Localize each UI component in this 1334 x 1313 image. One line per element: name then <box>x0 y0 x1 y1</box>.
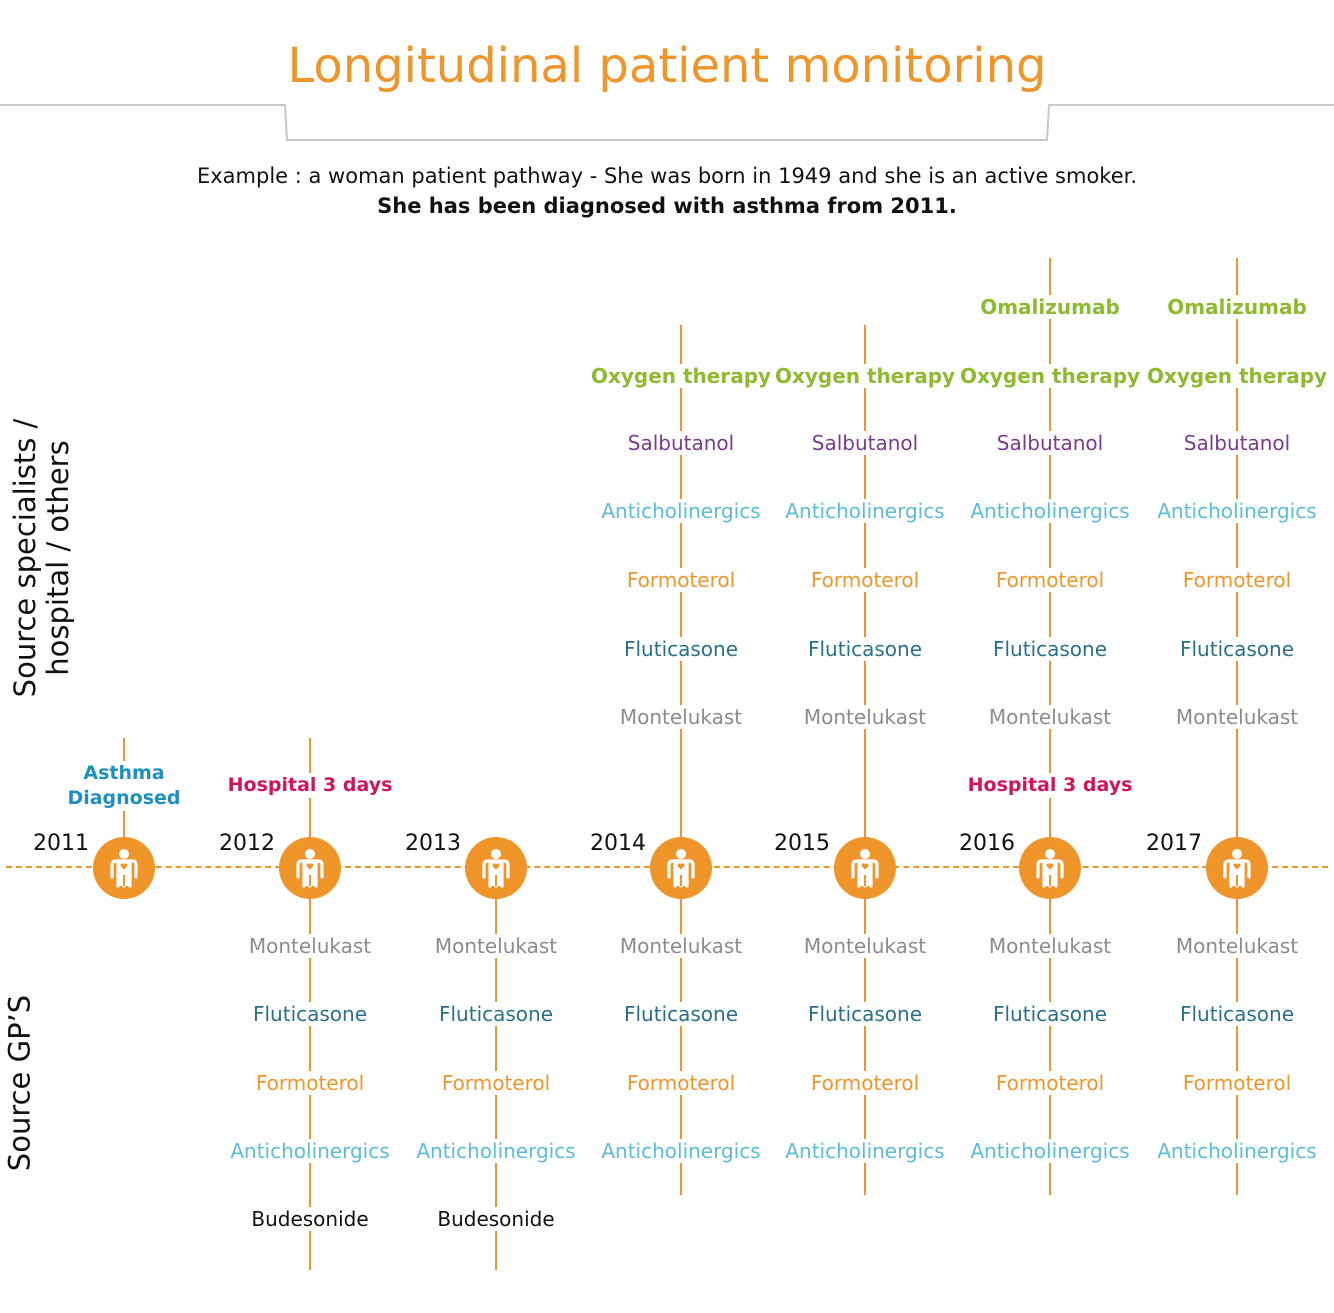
specialist-fluticasone-2016: Fluticasone <box>990 637 1110 661</box>
patient-marker-2012 <box>279 837 341 899</box>
year-label-2017: 2017 <box>1146 831 1202 856</box>
specialist-montelukast-2017: Montelukast <box>1173 705 1301 729</box>
specialist-oxygen-therapy-2016: Oxygen therapy <box>957 364 1143 388</box>
gp-anticholinergics-2016: Anticholinergics <box>968 1139 1132 1163</box>
connector-lower-2013 <box>495 868 497 1270</box>
gp-anticholinergics-2017: Anticholinergics <box>1155 1139 1319 1163</box>
gp-formoterol-2012: Formoterol <box>253 1071 367 1095</box>
specialist-fluticasone-2015: Fluticasone <box>805 637 925 661</box>
specialist-anticholinergics-2016: Anticholinergics <box>968 499 1132 523</box>
specialist-anticholinergics-2015: Anticholinergics <box>783 499 947 523</box>
gp-montelukast-2012: Montelukast <box>246 934 374 958</box>
connector-upper-2017 <box>1236 258 1238 868</box>
specialist-montelukast-2015: Montelukast <box>801 705 929 729</box>
gp-anticholinergics-2015: Anticholinergics <box>783 1139 947 1163</box>
gp-budesonide-2012: Budesonide <box>249 1207 371 1231</box>
side-label-specialists: Source specialists / hospital / others <box>8 418 75 698</box>
gp-anticholinergics-2012: Anticholinergics <box>228 1139 392 1163</box>
side-label-specialists-line-2: hospital / others <box>41 440 75 676</box>
connector-upper-2016 <box>1049 258 1051 868</box>
specialist-formoterol-2014: Formoterol <box>624 568 738 592</box>
patient-icon <box>851 849 879 888</box>
connector-upper-2012 <box>309 738 311 868</box>
connector-lower-2017 <box>1236 868 1238 1195</box>
gp-anticholinergics-2013: Anticholinergics <box>414 1139 578 1163</box>
patient-marker-2014 <box>650 837 712 899</box>
specialist-montelukast-2016: Montelukast <box>986 705 1114 729</box>
specialist-formoterol-2017: Formoterol <box>1180 568 1294 592</box>
patient-marker-2017 <box>1206 837 1268 899</box>
year-label-2016: 2016 <box>959 831 1015 856</box>
year-label-2012: 2012 <box>219 831 275 856</box>
gp-fluticasone-2013: Fluticasone <box>436 1002 556 1026</box>
specialist-salbutanol-2014: Salbutanol <box>625 431 737 455</box>
specialist-formoterol-2016: Formoterol <box>993 568 1107 592</box>
gp-formoterol-2014: Formoterol <box>624 1071 738 1095</box>
specialist-oxygen-therapy-2015: Oxygen therapy <box>772 364 958 388</box>
title-bracket <box>0 104 1334 141</box>
year-label-2015: 2015 <box>774 831 830 856</box>
specialist-salbutanol-2017: Salbutanol <box>1181 431 1293 455</box>
connector-lower-2015 <box>864 868 866 1195</box>
specialist-omalizumab-2016: Omalizumab <box>978 295 1122 319</box>
patient-marker-2015 <box>834 837 896 899</box>
specialist-oxygen-therapy-2014: Oxygen therapy <box>588 364 774 388</box>
gp-fluticasone-2016: Fluticasone <box>990 1002 1110 1026</box>
specialist-montelukast-2014: Montelukast <box>617 705 745 729</box>
patient-icon <box>1223 849 1251 888</box>
gp-fluticasone-2014: Fluticasone <box>621 1002 741 1026</box>
subtitle-line-1: Example : a woman patient pathway - She … <box>196 164 1138 188</box>
specialist-salbutanol-2015: Salbutanol <box>809 431 921 455</box>
gp-montelukast-2016: Montelukast <box>986 934 1114 958</box>
year-label-2013: 2013 <box>405 831 461 856</box>
gp-fluticasone-2017: Fluticasone <box>1177 1002 1297 1026</box>
gp-montelukast-2015: Montelukast <box>801 934 929 958</box>
gp-formoterol-2013: Formoterol <box>439 1071 553 1095</box>
page-title: Longitudinal patient monitoring <box>287 38 1047 94</box>
connector-lower-2014 <box>680 868 682 1195</box>
connector-upper-2015 <box>864 325 866 868</box>
patient-icon <box>482 849 510 888</box>
patient-icon <box>1036 849 1064 888</box>
connector-upper-2014 <box>680 325 682 868</box>
gp-montelukast-2014: Montelukast <box>617 934 745 958</box>
specialist-anticholinergics-2017: Anticholinergics <box>1155 499 1319 523</box>
connector-lower-2016 <box>1049 868 1051 1195</box>
patient-marker-2013 <box>465 837 527 899</box>
gp-formoterol-2017: Formoterol <box>1180 1071 1294 1095</box>
patient-icon <box>296 849 324 888</box>
gp-fluticasone-2015: Fluticasone <box>805 1002 925 1026</box>
gp-montelukast-2013: Montelukast <box>432 934 560 958</box>
event-asthma-diagnosed-2011: Asthma Diagnosed <box>67 761 181 811</box>
gp-fluticasone-2012: Fluticasone <box>250 1002 370 1026</box>
specialist-fluticasone-2014: Fluticasone <box>621 637 741 661</box>
gp-montelukast-2017: Montelukast <box>1173 934 1301 958</box>
connector-lower-2012 <box>309 868 311 1270</box>
side-label-gps: Source GP’S <box>2 994 37 1172</box>
gp-budesonide-2013: Budesonide <box>435 1207 557 1231</box>
gp-anticholinergics-2014: Anticholinergics <box>599 1139 763 1163</box>
specialist-formoterol-2015: Formoterol <box>808 568 922 592</box>
patient-marker-2016 <box>1019 837 1081 899</box>
specialist-oxygen-therapy-2017: Oxygen therapy <box>1144 364 1330 388</box>
specialist-omalizumab-2017: Omalizumab <box>1165 295 1309 319</box>
gp-formoterol-2015: Formoterol <box>808 1071 922 1095</box>
patient-icon <box>667 849 695 888</box>
specialist-anticholinergics-2014: Anticholinergics <box>599 499 763 523</box>
event-hospital-3-days-2016: Hospital 3 days <box>967 773 1133 798</box>
specialist-fluticasone-2017: Fluticasone <box>1177 637 1297 661</box>
year-label-2014: 2014 <box>590 831 646 856</box>
specialist-salbutanol-2016: Salbutanol <box>994 431 1106 455</box>
patient-marker-2011 <box>93 837 155 899</box>
year-label-2011: 2011 <box>33 831 89 856</box>
event-hospital-3-days-2012: Hospital 3 days <box>227 773 393 798</box>
gp-formoterol-2016: Formoterol <box>993 1071 1107 1095</box>
side-label-specialists-line-1: Source specialists / <box>8 418 42 698</box>
patient-icon <box>110 849 138 888</box>
subtitle-line-2: She has been diagnosed with asthma from … <box>377 194 957 218</box>
